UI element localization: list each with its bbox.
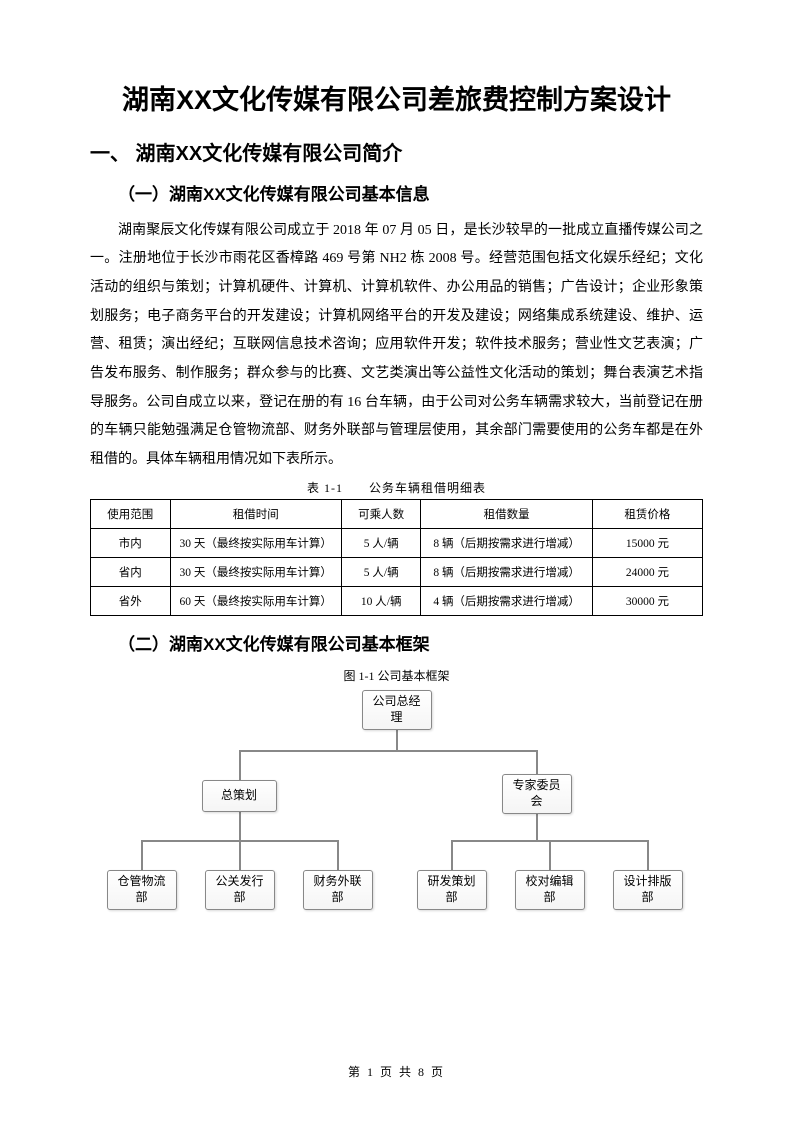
orgchart: 公司总经理总策划 专家委员会仓管物流部公关发行部财务外联部 研发策划部校对编辑部设计… [107, 690, 687, 940]
orgchart-connector [549, 840, 551, 870]
table-cell: 省外 [91, 586, 171, 615]
table-caption: 表 1-1 公务车辆租借明细表 [90, 479, 703, 496]
table-row: 市内30 天（最终按实际用车计算）5 人/辆8 辆（后期按需求进行增减）1500… [91, 528, 703, 557]
table-cell: 5 人/辆 [341, 528, 421, 557]
table-header-cell: 租借数量 [421, 499, 592, 528]
table-cell: 8 辆（后期按需求进行增减） [421, 528, 592, 557]
table-header-cell: 使用范围 [91, 499, 171, 528]
orgchart-connector [536, 814, 538, 840]
section1-paragraph: 湖南聚辰文化传媒有限公司成立于 2018 年 07 月 05 日，是长沙较早的一… [90, 217, 703, 475]
table-cell: 60 天（最终按实际用车计算） [170, 586, 341, 615]
table-cell: 30 天（最终按实际用车计算） [170, 528, 341, 557]
orgchart-node-d2: 公关发行部 [205, 870, 275, 910]
table-row: 省外60 天（最终按实际用车计算）10 人/辆4 辆（后期按需求进行增减）300… [91, 586, 703, 615]
orgchart-connector [239, 750, 241, 780]
orgchart-node-d1: 仓管物流部 [107, 870, 177, 910]
figure-caption: 图 1-1 公司基本框架 [90, 667, 703, 684]
table-header-cell: 可乘人数 [341, 499, 421, 528]
orgchart-connector [337, 840, 339, 870]
table-cell: 30000 元 [592, 586, 702, 615]
page-footer: 第 1 页 共 8 页 [0, 1063, 793, 1080]
table-cell: 5 人/辆 [341, 557, 421, 586]
orgchart-connector [396, 730, 398, 750]
table-cell: 24000 元 [592, 557, 702, 586]
orgchart-node-plan: 总策划 [202, 780, 277, 812]
vehicle-rental-table: 使用范围租借时间可乘人数租借数量租赁价格 市内30 天（最终按实际用车计算）5 … [90, 499, 703, 616]
table-cell: 15000 元 [592, 528, 702, 557]
table-cell: 30 天（最终按实际用车计算） [170, 557, 341, 586]
orgchart-connector [451, 840, 453, 870]
table-header-cell: 租赁价格 [592, 499, 702, 528]
table-cell: 8 辆（后期按需求进行增减） [421, 557, 592, 586]
table-row: 省内30 天（最终按实际用车计算）5 人/辆8 辆（后期按需求进行增减）2400… [91, 557, 703, 586]
orgchart-node-d6: 设计排版部 [613, 870, 683, 910]
orgchart-node-d4: 研发策划部 [417, 870, 487, 910]
orgchart-connector [141, 840, 143, 870]
orgchart-connector [536, 750, 538, 774]
orgchart-connector [647, 840, 649, 870]
table-cell: 市内 [91, 528, 171, 557]
orgchart-node-d5: 校对编辑部 [515, 870, 585, 910]
orgchart-connector [239, 840, 241, 870]
table-header-cell: 租借时间 [170, 499, 341, 528]
orgchart-connector [239, 812, 241, 840]
section1-sub2-heading: （二）湖南XX文化传媒有限公司基本框架 [90, 630, 703, 655]
orgchart-connector [239, 750, 537, 752]
orgchart-node-exp: 专家委员会 [502, 774, 572, 814]
document-title: 湖南XX文化传媒有限公司差旅费控制方案设计 [90, 80, 703, 121]
section1-heading: 一、 湖南XX文化传媒有限公司简介 [90, 137, 703, 166]
section1-sub1-heading: （一）湖南XX文化传媒有限公司基本信息 [90, 180, 703, 205]
orgchart-node-gm: 公司总经理 [362, 690, 432, 730]
table-cell: 10 人/辆 [341, 586, 421, 615]
orgchart-node-d3: 财务外联部 [303, 870, 373, 910]
table-cell: 省内 [91, 557, 171, 586]
table-cell: 4 辆（后期按需求进行增减） [421, 586, 592, 615]
